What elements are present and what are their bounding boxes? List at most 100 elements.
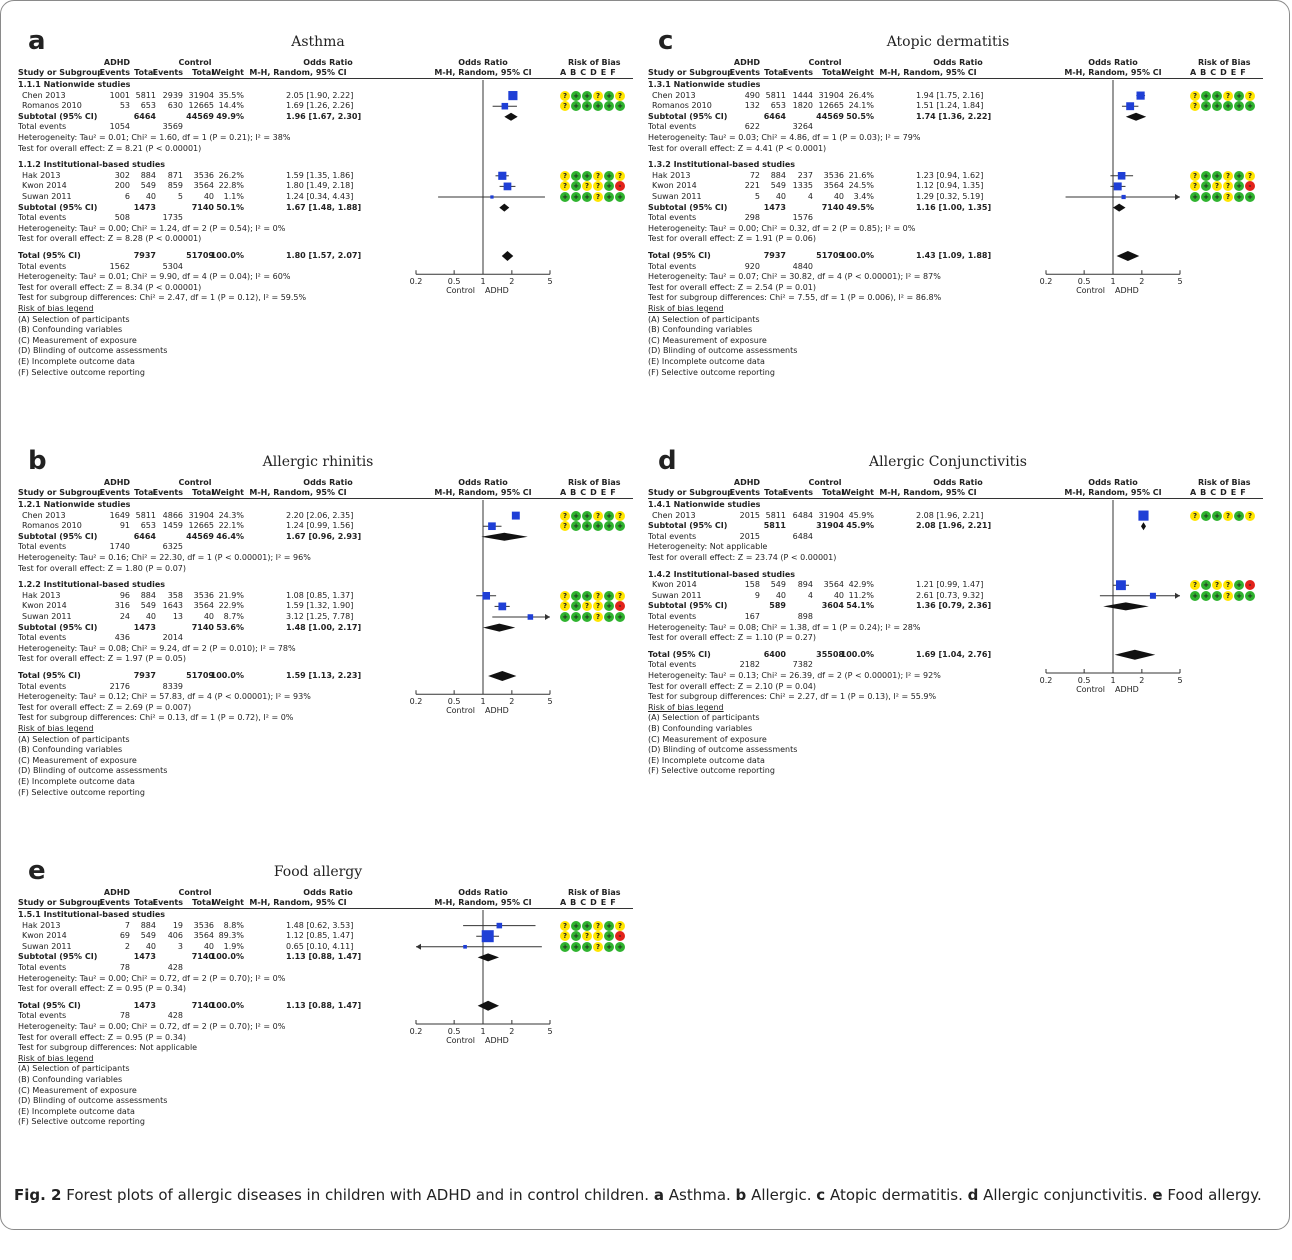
x-tick-label: 5 [547,1027,552,1036]
events-adhd: 91 [119,521,130,531]
rob-dot: + [1201,101,1211,112]
rob-dot: - [615,181,625,192]
rob-dot: + [1212,590,1222,601]
total-control: 40 [203,612,214,621]
header-or-sub-plot: M-H, Random, 95% CI [434,488,532,497]
rob-dot: ? [560,181,570,192]
events-control: 358 [167,590,183,600]
subgroup-heading: 1.4.2 Institutional-based studies [648,569,796,579]
total-adhd: 549 [770,181,786,191]
rob-dot: + [560,941,570,952]
events-adhd: 316 [114,601,130,611]
study-or-ci: 1.21 [0.99, 1.47] [916,580,984,590]
rob-dot: + [1212,192,1222,202]
grand-events-adhd: 2182 [739,660,760,670]
events-adhd: 1001 [109,90,130,100]
study-estimate [1138,510,1149,521]
subtotal-events-control: 1735 [162,213,183,223]
total-adhd: 653 [140,101,156,111]
caption-part-e-label: e [1152,1186,1163,1204]
study-estimate [498,171,507,180]
rob-legend-item: (E) Incomplete outcome data [18,777,135,786]
heterogeneity-text: Heterogeneity: Tau² = 0.00; Chi² = 1.24,… [18,223,286,233]
rob-dot: ? [1245,170,1255,181]
heterogeneity-text: Heterogeneity: Tau² = 0.08; Chi² = 1.38,… [648,622,921,632]
rob-dot: + [582,170,592,181]
study-estimate [1126,102,1135,111]
total-control: 3536 [193,170,214,180]
events-adhd: 69 [119,931,130,941]
rob-dot: + [571,170,581,181]
subtotal-events-control: 6325 [162,542,183,552]
total-adhd: 5811 [765,90,786,100]
rob-legend-item: (E) Incomplete outcome data [18,357,135,366]
rob-dot: ? [1223,580,1233,591]
rob-legend-item: (F) Selective outcome reporting [18,1117,145,1127]
subgroup-heading: 1.1.1 Nationwide studies [18,80,131,89]
header-risk-of-bias: Risk of Bias [1198,478,1251,487]
caption-part-e-text: Food allergy. [1162,1186,1262,1204]
subtotal-weight: 53.6% [216,622,244,632]
rob-dot: + [1212,90,1222,101]
events-control: 1459 [162,521,183,531]
subtotal-events-adhd: 622 [744,122,760,132]
rob-dot: ? [593,170,603,181]
header-or-sub-plot: M-H, Random, 95% CI [1064,68,1162,77]
overall-effect-text: Test for overall effect: Z = 8.34 (P < 0… [18,282,202,292]
rob-dot: + [582,941,592,952]
overall-effect-text: Test for overall effect: Z = 1.91 (P = 0… [648,234,816,244]
grand-total-weight: 100.0% [210,1000,244,1010]
rob-dot: + [604,101,614,112]
header-or-sub: M-H, Random, 95% CI [249,68,347,77]
rob-dot: ? [560,931,570,942]
events-adhd: 72 [749,170,760,180]
rob-legend-title: Risk of bias legend [18,1053,94,1063]
subtotal-total-adhd: 1473 [133,202,156,212]
rob-legend-item: (B) Confounding variables [18,745,123,755]
rob-dot: ? [560,590,570,601]
study-or-ci: 1.12 [0.85, 1.47] [286,931,354,941]
x-tick-label: 1 [480,697,485,706]
header-total-adhd: Total [764,68,786,77]
rob-dot: + [615,101,625,112]
header-adhd: ADHD [103,478,131,487]
subtotal-diamond [1103,602,1149,611]
header-rob-letters: A B C D E F [560,68,617,77]
rob-dot: ? [593,612,603,622]
rob-dot: - [615,601,625,612]
overall-effect-text: Test for overall effect: Z = 8.28 (P < 0… [18,234,202,244]
study-estimate [503,182,512,191]
events-adhd: 53 [119,101,130,111]
subtotal-label: Subtotal (95% CI) [648,202,728,212]
caption-part-d-label: d [967,1186,979,1204]
panel-letter: b [28,446,47,476]
grand-events-adhd: 1562 [109,261,130,271]
rob-legend-item: (C) Measurement of exposure [648,734,767,744]
header-control: Control [808,478,842,487]
caption-part-b-text: Allergic. [746,1186,817,1204]
rob-legend-item: (F) Selective outcome reporting [648,367,775,377]
subtotal-events-control: 2014 [162,633,183,643]
x-tick-label: 0.5 [448,277,461,286]
subtotal-diamond [1113,203,1126,212]
rob-dot: ? [593,920,603,931]
header-events-adhd: Events [99,898,130,907]
header-rule [648,498,1263,499]
study-name: Chen 2013 [652,510,696,520]
figure-caption: Fig. 2 Forest plots of allergic diseases… [14,1184,1274,1206]
subtotal-events-control: 3264 [792,122,813,132]
header-weight: Weight [212,488,244,497]
x-tick-label: 2 [1139,277,1144,286]
rob-dot: + [1234,590,1244,601]
caption-part-d-text: Allergic conjunctivitis. [978,1186,1153,1204]
rob-dot: + [604,90,614,101]
subtotal-diamond [1141,522,1147,531]
total-control: 40 [833,590,844,600]
total-control: 3536 [823,170,844,180]
events-control: 859 [167,181,183,191]
subtotal-label: Subtotal (95% CI) [648,111,728,121]
rob-dot: ? [1223,590,1233,601]
axis-label-control: Control [1076,286,1105,295]
rob-dot: + [571,181,581,192]
subtotal-events-control: 898 [797,612,813,621]
